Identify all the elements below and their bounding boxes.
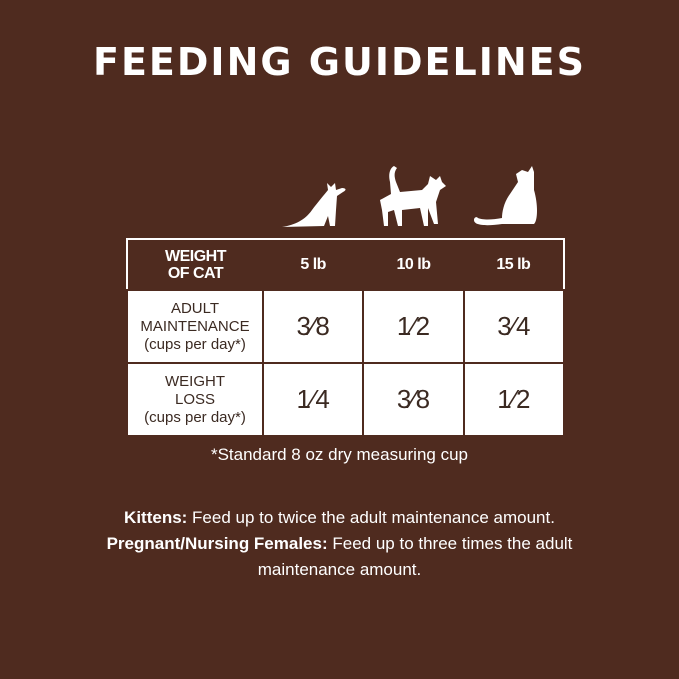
row-label-unit: (cups per day*) <box>144 408 246 426</box>
header-line: OF CAT <box>167 264 224 282</box>
kittens-note: Kittens: Feed up to twice the adult main… <box>60 505 619 531</box>
header-10lb: 10 lb <box>363 239 464 290</box>
row-label-line: LOSS <box>174 390 216 408</box>
header-15lb: 15 lb <box>463 239 564 290</box>
feeding-notes: Kittens: Feed up to twice the adult main… <box>60 505 619 583</box>
feeding-table: WEIGHT OF CAT 5 lb 10 lb 15 lb ADULT MAINT… <box>126 238 566 437</box>
header-weight-of-cat: WEIGHT OF CAT <box>127 239 263 290</box>
sitting-cat-silhouette-icon <box>474 166 537 226</box>
kittens-text: Feed up to twice the adult maintenance a… <box>187 508 555 527</box>
table-cell: 3⁄8 <box>362 362 465 437</box>
header-5lb: 5 lb <box>263 239 364 290</box>
table-cell: 1⁄4 <box>261 362 365 437</box>
header-line: WEIGHT <box>165 247 227 265</box>
footnote: *Standard 8 oz dry measuring cup <box>210 445 469 464</box>
table-header-row: WEIGHT OF CAT 5 lb 10 lb 15 lb <box>127 239 564 290</box>
kitten-silhouette-icon <box>282 183 346 227</box>
pregnant-label: Pregnant/Nursing Females: <box>106 534 328 553</box>
pregnant-note: Pregnant/Nursing Females: Feed up to thr… <box>60 531 619 583</box>
table-cell: 1⁄2 <box>362 289 465 364</box>
table-cell: 3⁄4 <box>462 289 566 364</box>
table-cell: 3⁄8 <box>261 289 365 364</box>
table-row: ADULT MAINTENANCE (cups per day*) 3⁄8 1⁄2 … <box>126 289 566 364</box>
table-row: WEIGHT LOSS (cups per day*) 1⁄4 3⁄8 1⁄2 <box>126 362 566 437</box>
row-label-line: MAINTENANCE <box>140 317 250 335</box>
row-label-line: ADULT <box>170 299 220 317</box>
row-label-adult-maintenance: ADULT MAINTENANCE (cups per day*) <box>126 289 264 364</box>
walking-cat-silhouette-icon <box>380 166 446 226</box>
row-label-unit: (cups per day*) <box>144 335 246 353</box>
row-label-weight-loss: WEIGHT LOSS (cups per day*) <box>126 362 264 437</box>
kittens-label: Kittens: <box>124 508 188 527</box>
table-cell: 1⁄2 <box>462 362 566 437</box>
row-label-line: WEIGHT <box>165 372 225 390</box>
page-title: FEEDING GUIDELINES <box>93 40 586 84</box>
pregnant-text: Feed up to three times the adult mainten… <box>257 534 573 579</box>
